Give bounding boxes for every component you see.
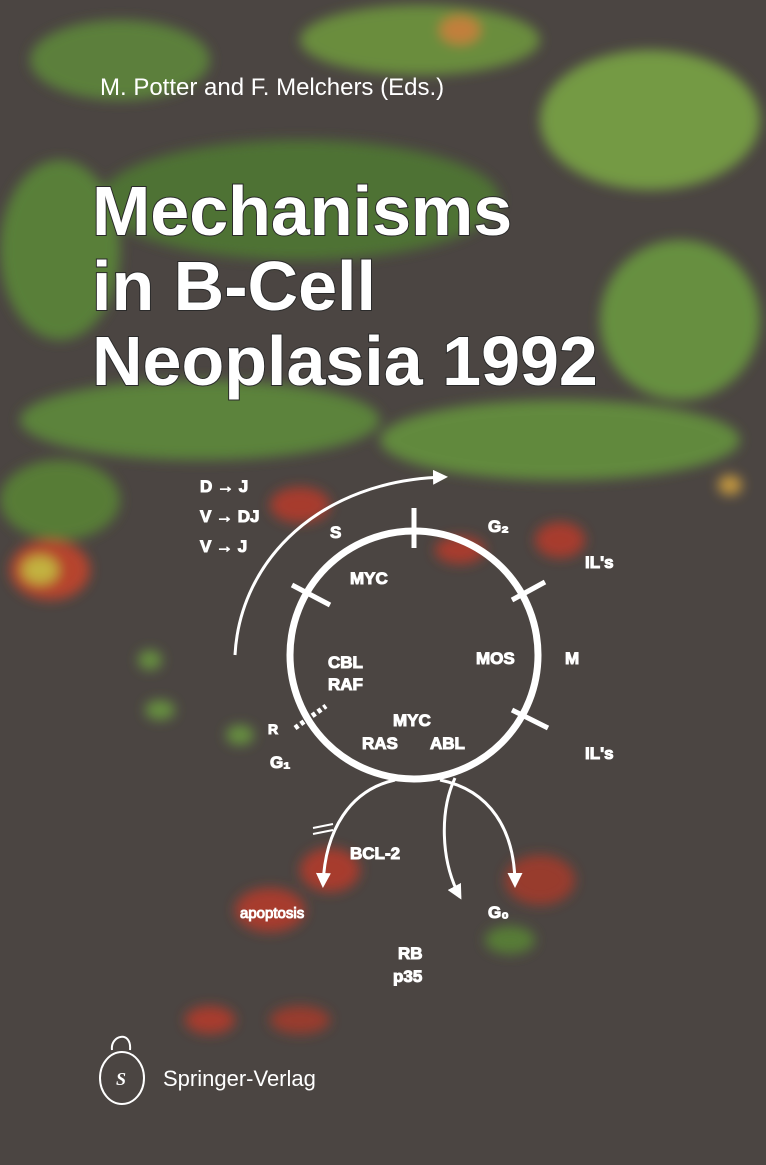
publisher-logo: S bbox=[99, 1035, 145, 1105]
label: V → J bbox=[200, 537, 247, 556]
label: G₀ bbox=[488, 903, 509, 922]
label: RAF bbox=[328, 675, 363, 694]
tick bbox=[510, 579, 547, 603]
label: MOS bbox=[476, 649, 515, 668]
block-mark bbox=[312, 829, 334, 835]
label: M bbox=[565, 649, 579, 668]
restriction-point bbox=[293, 703, 328, 731]
block-mark bbox=[312, 823, 334, 829]
label: S bbox=[330, 523, 341, 542]
label: ABL bbox=[430, 734, 465, 753]
label: p35 bbox=[393, 967, 422, 986]
label: MYC bbox=[393, 711, 431, 730]
tick bbox=[290, 582, 332, 608]
label: V → DJ bbox=[200, 507, 260, 526]
title-line: Mechanisms bbox=[92, 172, 512, 250]
svg-text:S: S bbox=[116, 1069, 126, 1089]
label: G₂ bbox=[488, 517, 509, 536]
label: RAS bbox=[362, 734, 398, 753]
publisher: Springer-Verlag bbox=[163, 1066, 316, 1091]
arrow bbox=[315, 778, 396, 888]
label: IL's bbox=[585, 553, 614, 572]
arrow bbox=[439, 778, 523, 888]
label: BCL-2 bbox=[350, 844, 400, 863]
label: R bbox=[268, 721, 278, 737]
label: CBL bbox=[328, 653, 363, 672]
arrow bbox=[233, 469, 448, 656]
title-line: in B-Cell bbox=[92, 247, 376, 325]
label: MYC bbox=[350, 569, 388, 588]
tick bbox=[510, 707, 550, 731]
label: G₁ bbox=[270, 753, 290, 772]
arrow bbox=[442, 777, 462, 900]
title-line: Neoplasia 1992 bbox=[92, 322, 598, 400]
editors: M. Potter and F. Melchers (Eds.) bbox=[100, 74, 444, 101]
label: apoptosis bbox=[240, 905, 304, 922]
label: D → J bbox=[200, 477, 248, 496]
micrograph-texture bbox=[0, 5, 760, 1034]
label: IL's bbox=[585, 744, 614, 763]
label: RB bbox=[398, 944, 423, 963]
cell-cycle-diagram: D → J V → DJ V → J S G₂ IL's MYC MOS M C… bbox=[200, 469, 614, 987]
